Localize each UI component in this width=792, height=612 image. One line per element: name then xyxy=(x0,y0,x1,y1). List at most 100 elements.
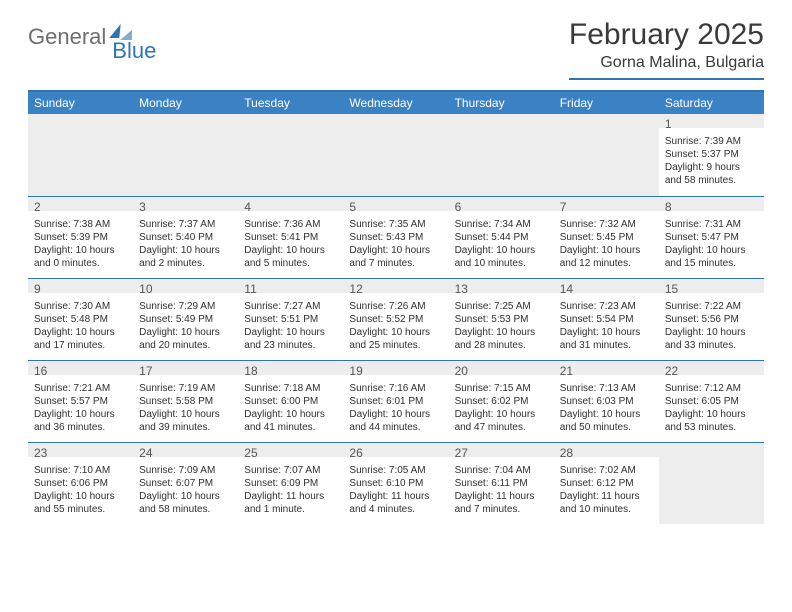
day-number: 4 xyxy=(244,200,337,216)
daylight1-text: Daylight: 10 hours xyxy=(349,326,442,339)
month-title: February 2025 xyxy=(569,18,764,52)
daylight1-text: Daylight: 10 hours xyxy=(455,244,548,257)
day-cell: 22 Sunrise: 7:12 AMSunset: 6:05 PMDayligh… xyxy=(659,361,764,442)
sunset-text: Sunset: 5:54 PM xyxy=(560,313,653,326)
sunset-text: Sunset: 5:53 PM xyxy=(455,313,548,326)
day-cell: 19Sunrise: 7:16 AMSunset: 6:01 PMDayligh… xyxy=(343,361,448,442)
logo-text-blue: Blue xyxy=(112,38,156,64)
empty-day-cell xyxy=(449,114,554,196)
logo: General Blue xyxy=(28,18,156,50)
sunset-text: Sunset: 6:03 PM xyxy=(560,395,653,408)
sunset-text: Sunset: 5:52 PM xyxy=(349,313,442,326)
daylight2-text: and 10 minutes. xyxy=(455,257,548,270)
sunrise-text: Sunrise: 7:35 AM xyxy=(349,218,442,231)
day-header: Saturday xyxy=(659,92,764,114)
sunrise-text: Sunrise: 7:36 AM xyxy=(244,218,337,231)
sunrise-text: Sunrise: 7:32 AM xyxy=(560,218,653,231)
daylight2-text: and 53 minutes. xyxy=(665,421,758,434)
sunrise-text: Sunrise: 7:38 AM xyxy=(34,218,127,231)
sunrise-text: Sunrise: 7:37 AM xyxy=(139,218,232,231)
daylight1-text: Daylight: 10 hours xyxy=(560,326,653,339)
sunrise-text: Sunrise: 7:29 AM xyxy=(139,300,232,313)
daylight1-text: Daylight: 10 hours xyxy=(34,490,127,503)
location-label: Gorna Malina, Bulgaria xyxy=(569,54,764,80)
sunset-text: Sunset: 5:58 PM xyxy=(139,395,232,408)
day-cell: 4 Sunrise: 7:36 AMSunset: 5:41 PMDaylight… xyxy=(238,197,343,278)
day-number: 2 xyxy=(34,200,127,216)
day-cell: 15Sunrise: 7:22 AMSunset: 5:56 PMDayligh… xyxy=(659,279,764,360)
sunrise-text: Sunrise: 7:12 AM xyxy=(665,382,758,395)
sunrise-text: Sunrise: 7:13 AM xyxy=(560,382,653,395)
day-cell: 16Sunrise: 7:21 AMSunset: 5:57 PMDayligh… xyxy=(28,361,133,442)
daylight1-text: Daylight: 10 hours xyxy=(139,244,232,257)
sunrise-text: Sunrise: 7:23 AM xyxy=(560,300,653,313)
daylight2-text: and 15 minutes. xyxy=(665,257,758,270)
day-number: 9 xyxy=(34,282,127,298)
daylight1-text: Daylight: 11 hours xyxy=(455,490,548,503)
daylight2-text: and 23 minutes. xyxy=(244,339,337,352)
day-number: 12 xyxy=(349,282,442,298)
week-row: 9Sunrise: 7:30 AMSunset: 5:48 PMDaylight… xyxy=(28,278,764,360)
day-header: Wednesday xyxy=(343,92,448,114)
sunset-text: Sunset: 5:41 PM xyxy=(244,231,337,244)
empty-day-cell xyxy=(554,114,659,196)
daylight1-text: Daylight: 10 hours xyxy=(665,408,758,421)
daylight1-text: Daylight: 10 hours xyxy=(560,244,653,257)
sunrise-text: Sunrise: 7:05 AM xyxy=(349,464,442,477)
daylight1-text: Daylight: 10 hours xyxy=(244,244,337,257)
sunrise-text: Sunrise: 7:02 AM xyxy=(560,464,653,477)
daylight2-text: and 41 minutes. xyxy=(244,421,337,434)
day-cell: 21Sunrise: 7:13 AMSunset: 6:03 PMDayligh… xyxy=(554,361,659,442)
daylight1-text: Daylight: 10 hours xyxy=(244,408,337,421)
day-number: 8 xyxy=(665,200,758,216)
sunset-text: Sunset: 6:00 PM xyxy=(244,395,337,408)
day-number: 22 xyxy=(665,364,758,380)
logo-sail-icon xyxy=(110,24,121,38)
sunrise-text: Sunrise: 7:21 AM xyxy=(34,382,127,395)
sunset-text: Sunset: 5:47 PM xyxy=(665,231,758,244)
daylight2-text: and 28 minutes. xyxy=(455,339,548,352)
day-header: Tuesday xyxy=(238,92,343,114)
daylight2-text: and 31 minutes. xyxy=(560,339,653,352)
day-header: Friday xyxy=(554,92,659,114)
day-number: 26 xyxy=(349,446,442,462)
empty-day-cell xyxy=(133,114,238,196)
sunset-text: Sunset: 5:57 PM xyxy=(34,395,127,408)
daylight1-text: Daylight: 10 hours xyxy=(34,244,127,257)
week-row: 1Sunrise: 7:39 AMSunset: 5:37 PMDaylight… xyxy=(28,114,764,196)
day-number: 15 xyxy=(665,282,758,298)
sunrise-text: Sunrise: 7:04 AM xyxy=(455,464,548,477)
sunrise-text: Sunrise: 7:27 AM xyxy=(244,300,337,313)
day-number: 16 xyxy=(34,364,127,380)
sunset-text: Sunset: 5:51 PM xyxy=(244,313,337,326)
sunset-text: Sunset: 5:44 PM xyxy=(455,231,548,244)
sunset-text: Sunset: 6:05 PM xyxy=(665,395,758,408)
sunset-text: Sunset: 6:10 PM xyxy=(349,477,442,490)
day-cell: 7Sunrise: 7:32 AMSunset: 5:45 PMDaylight… xyxy=(554,197,659,278)
daylight2-text: and 17 minutes. xyxy=(34,339,127,352)
empty-day-cell xyxy=(28,114,133,196)
sunrise-text: Sunrise: 7:31 AM xyxy=(665,218,758,231)
sunrise-text: Sunrise: 7:22 AM xyxy=(665,300,758,313)
day-cell: 23Sunrise: 7:10 AMSunset: 6:06 PMDayligh… xyxy=(28,443,133,524)
day-cell: 10Sunrise: 7:29 AMSunset: 5:49 PMDayligh… xyxy=(133,279,238,360)
day-header: Thursday xyxy=(449,92,554,114)
daylight1-text: Daylight: 10 hours xyxy=(349,244,442,257)
sunset-text: Sunset: 5:56 PM xyxy=(665,313,758,326)
daylight2-text: and 12 minutes. xyxy=(560,257,653,270)
day-number: 10 xyxy=(139,282,232,298)
sunrise-text: Sunrise: 7:18 AM xyxy=(244,382,337,395)
sunrise-text: Sunrise: 7:26 AM xyxy=(349,300,442,313)
weeks-container: 1Sunrise: 7:39 AMSunset: 5:37 PMDaylight… xyxy=(28,114,764,524)
sunset-text: Sunset: 6:02 PM xyxy=(455,395,548,408)
daylight2-text: and 2 minutes. xyxy=(139,257,232,270)
day-number: 1 xyxy=(665,117,758,133)
day-number: 17 xyxy=(139,364,232,380)
day-header: Sunday xyxy=(28,92,133,114)
daylight2-text: and 36 minutes. xyxy=(34,421,127,434)
daylight2-text: and 7 minutes. xyxy=(455,503,548,516)
day-number: 5 xyxy=(349,200,442,216)
day-cell: 14Sunrise: 7:23 AMSunset: 5:54 PMDayligh… xyxy=(554,279,659,360)
day-cell: 20Sunrise: 7:15 AMSunset: 6:02 PMDayligh… xyxy=(449,361,554,442)
empty-day-cell xyxy=(238,114,343,196)
